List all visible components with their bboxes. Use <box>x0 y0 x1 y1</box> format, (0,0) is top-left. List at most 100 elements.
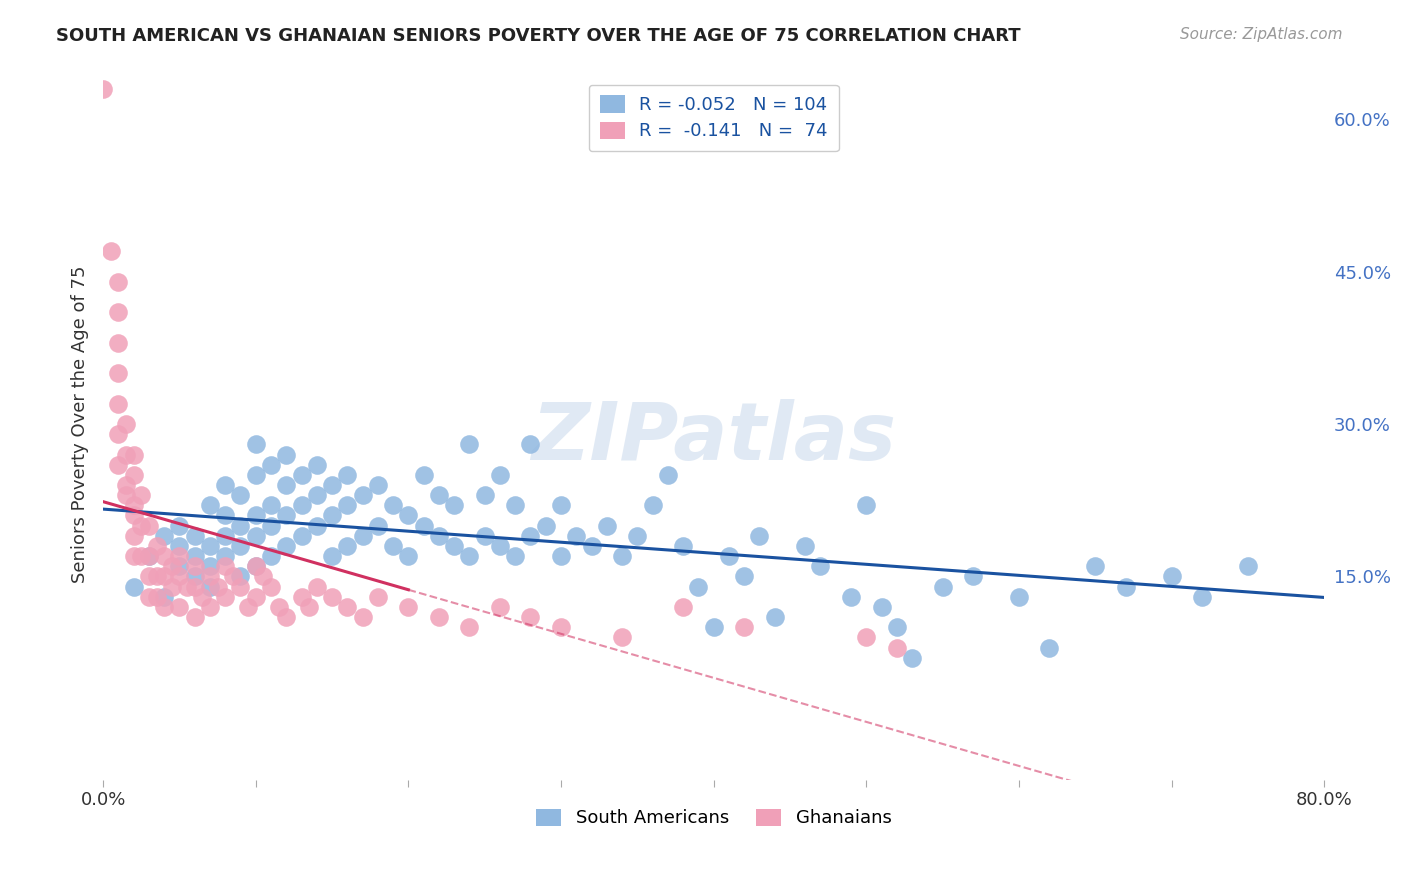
Point <box>443 539 465 553</box>
Point <box>717 549 740 563</box>
Point <box>901 650 924 665</box>
Point <box>657 467 679 482</box>
Point <box>382 499 405 513</box>
Point <box>229 488 252 502</box>
Point <box>107 458 129 472</box>
Point <box>962 569 984 583</box>
Point <box>245 437 267 451</box>
Point <box>169 518 191 533</box>
Point <box>352 610 374 624</box>
Text: SOUTH AMERICAN VS GHANAIAN SENIORS POVERTY OVER THE AGE OF 75 CORRELATION CHART: SOUTH AMERICAN VS GHANAIAN SENIORS POVER… <box>56 27 1021 45</box>
Point <box>222 569 245 583</box>
Point <box>321 590 343 604</box>
Point <box>153 569 176 583</box>
Point <box>886 620 908 634</box>
Point <box>176 580 198 594</box>
Point <box>763 610 786 624</box>
Point <box>396 508 419 523</box>
Point <box>198 539 221 553</box>
Point <box>145 569 167 583</box>
Point <box>214 559 236 574</box>
Point <box>931 580 953 594</box>
Point <box>260 499 283 513</box>
Point <box>412 467 434 482</box>
Point <box>129 488 152 502</box>
Point <box>122 499 145 513</box>
Point <box>191 590 214 604</box>
Point <box>214 529 236 543</box>
Point <box>443 499 465 513</box>
Point <box>321 549 343 563</box>
Point <box>153 590 176 604</box>
Point <box>503 499 526 513</box>
Point <box>581 539 603 553</box>
Point <box>138 549 160 563</box>
Point <box>748 529 770 543</box>
Point <box>245 559 267 574</box>
Point <box>276 508 298 523</box>
Point <box>122 448 145 462</box>
Point <box>122 580 145 594</box>
Point <box>382 539 405 553</box>
Point <box>107 275 129 289</box>
Point <box>1191 590 1213 604</box>
Point <box>550 620 572 634</box>
Point <box>336 599 359 614</box>
Point <box>1115 580 1137 594</box>
Point <box>839 590 862 604</box>
Point <box>260 518 283 533</box>
Point <box>703 620 725 634</box>
Point <box>290 590 312 604</box>
Point <box>160 580 183 594</box>
Point <box>122 529 145 543</box>
Point <box>183 549 205 563</box>
Point <box>503 549 526 563</box>
Point <box>198 499 221 513</box>
Point <box>458 620 481 634</box>
Point <box>550 499 572 513</box>
Point <box>107 366 129 380</box>
Point <box>100 244 122 259</box>
Point <box>138 569 160 583</box>
Point <box>367 478 389 492</box>
Point <box>596 518 619 533</box>
Point <box>519 610 541 624</box>
Point <box>245 590 267 604</box>
Point <box>458 549 481 563</box>
Point <box>169 569 191 583</box>
Point <box>1008 590 1031 604</box>
Point <box>198 559 221 574</box>
Point <box>183 559 205 574</box>
Y-axis label: Seniors Poverty Over the Age of 75: Seniors Poverty Over the Age of 75 <box>72 265 89 582</box>
Point <box>183 610 205 624</box>
Point <box>474 529 496 543</box>
Point <box>252 569 274 583</box>
Point <box>870 599 893 614</box>
Point <box>276 478 298 492</box>
Point <box>305 580 328 594</box>
Point <box>794 539 817 553</box>
Point <box>427 488 450 502</box>
Point <box>107 397 129 411</box>
Point <box>107 335 129 350</box>
Point <box>183 529 205 543</box>
Point <box>107 427 129 442</box>
Point <box>122 549 145 563</box>
Point <box>396 599 419 614</box>
Point <box>169 599 191 614</box>
Point <box>260 580 283 594</box>
Point <box>565 529 588 543</box>
Point <box>260 549 283 563</box>
Point <box>489 467 512 482</box>
Point <box>298 599 321 614</box>
Point <box>855 631 877 645</box>
Point <box>688 580 710 594</box>
Point <box>107 305 129 319</box>
Point <box>145 539 167 553</box>
Point <box>153 599 176 614</box>
Point <box>245 467 267 482</box>
Point <box>733 569 755 583</box>
Point <box>160 559 183 574</box>
Point <box>412 518 434 533</box>
Point <box>1038 640 1060 655</box>
